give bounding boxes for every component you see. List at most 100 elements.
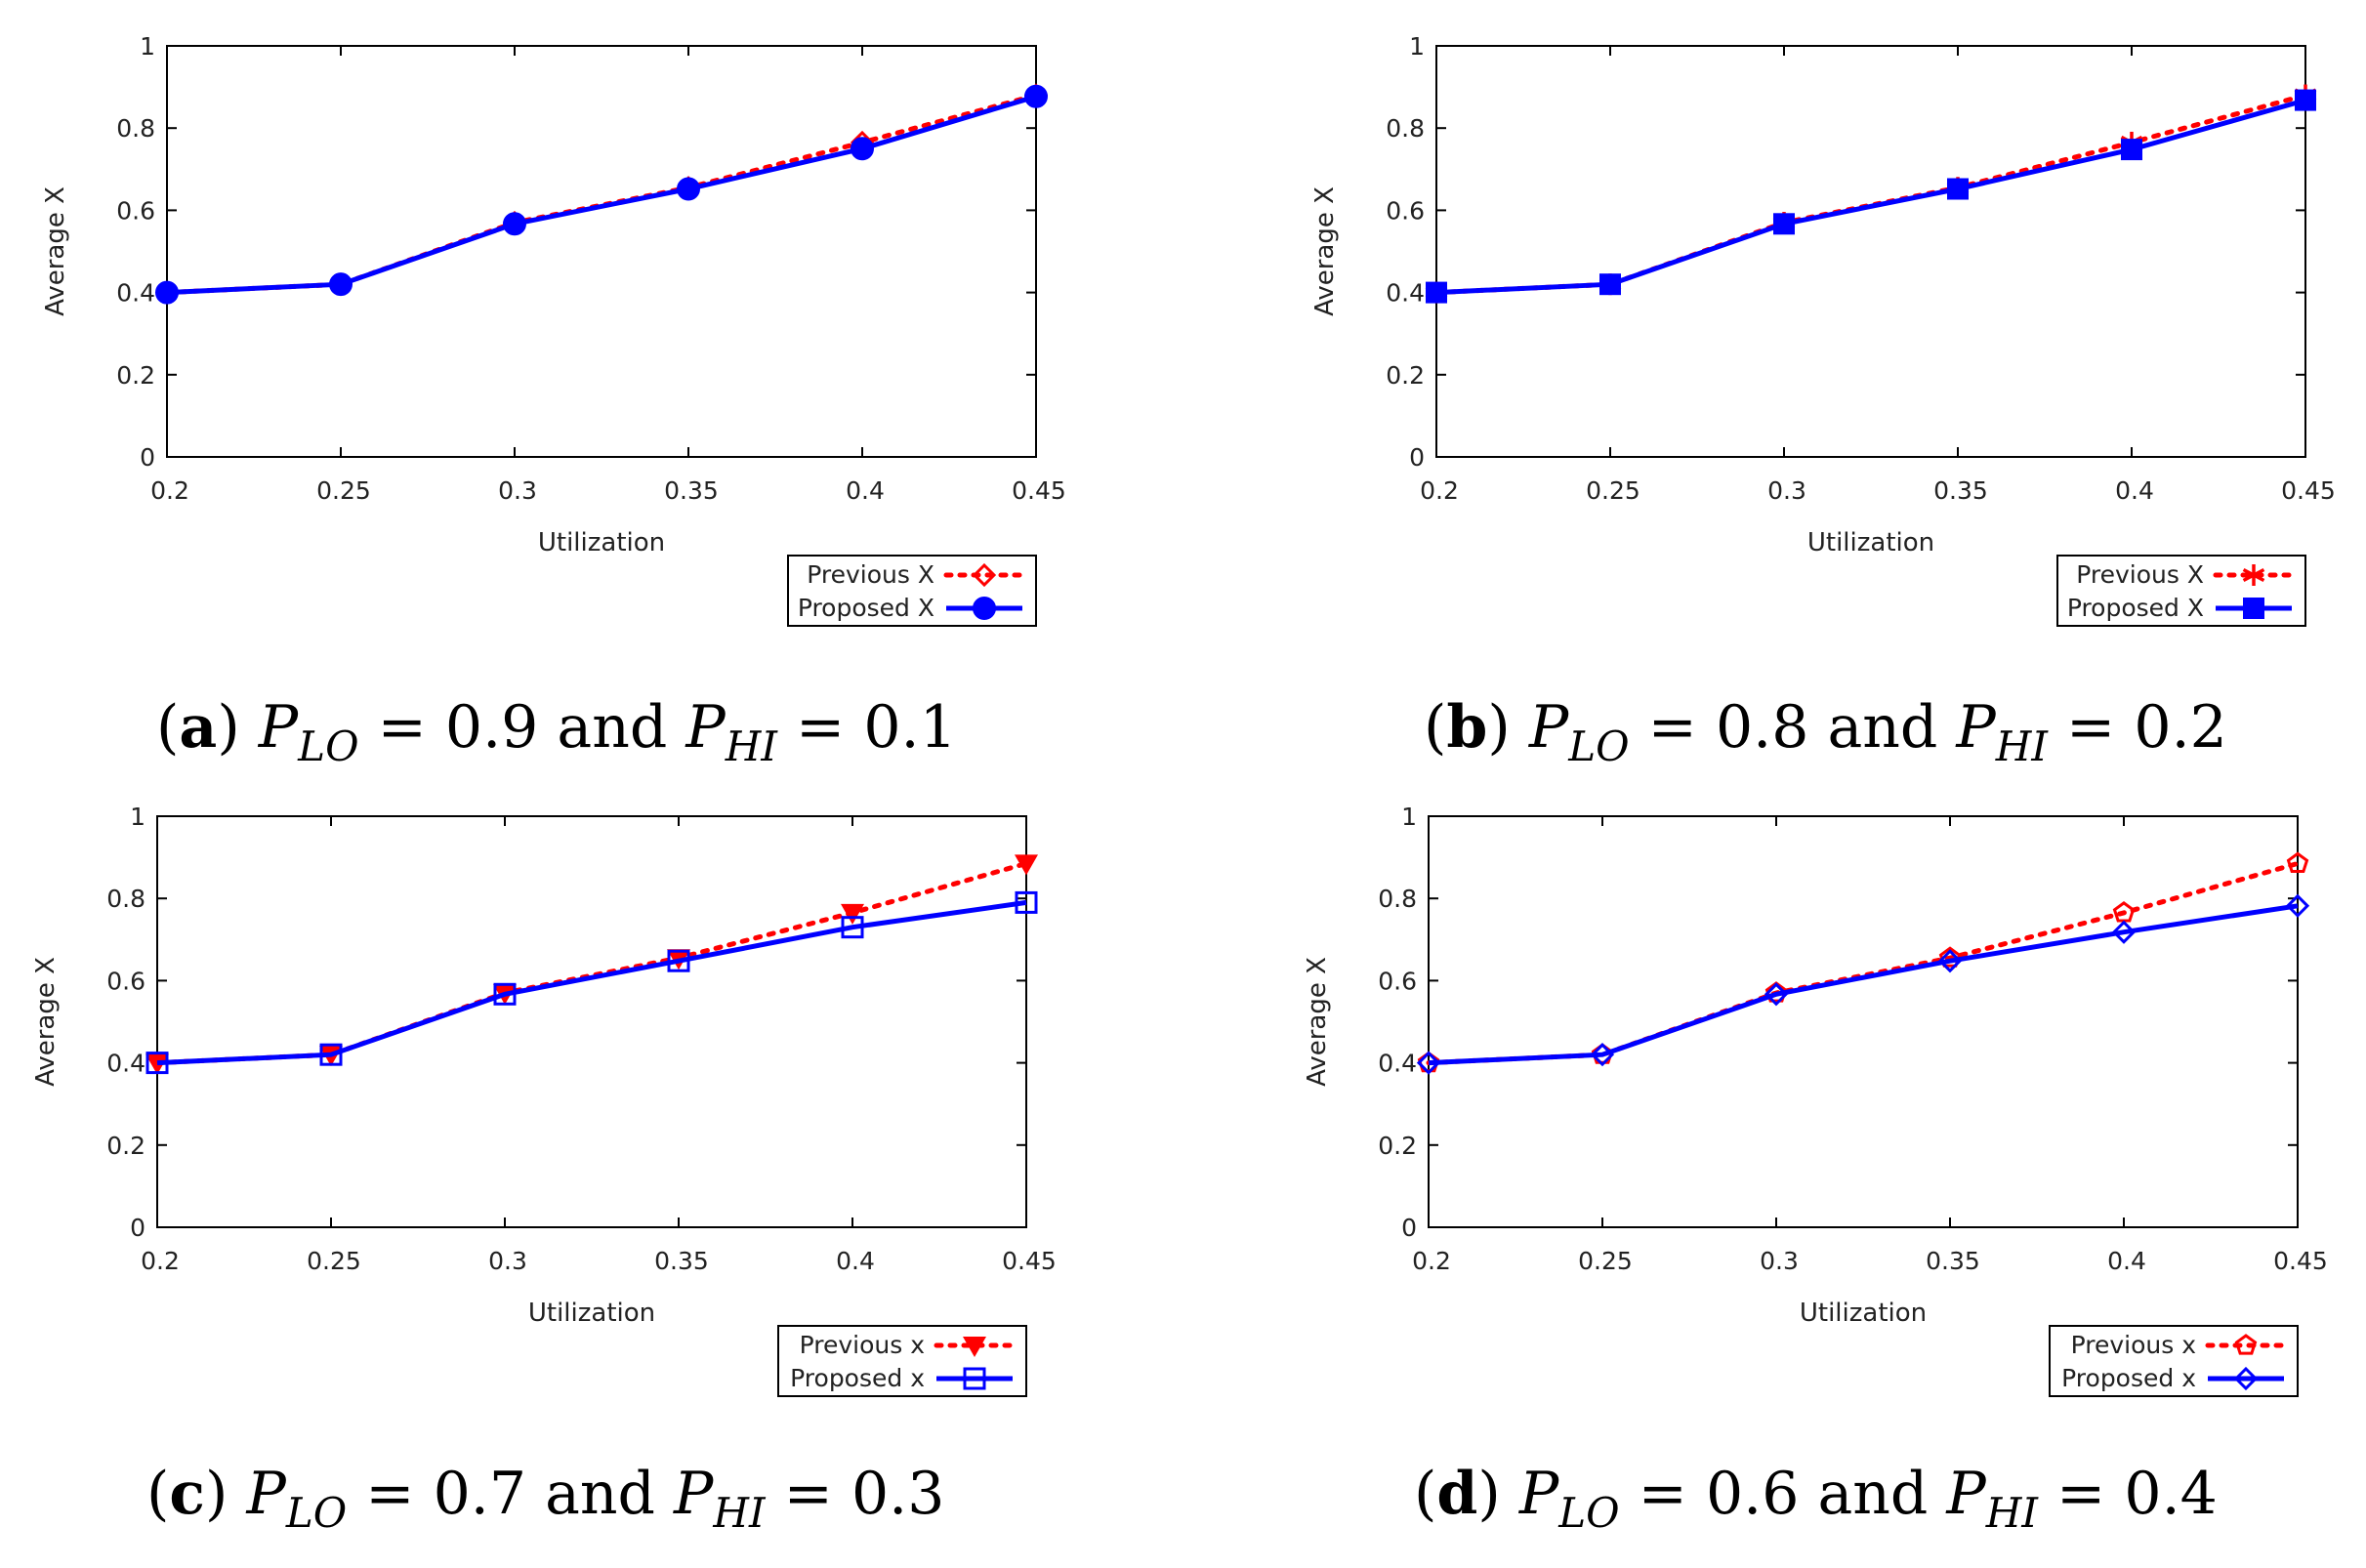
y-tick-label: 0.6	[106, 967, 145, 995]
caption-symbol: P	[1945, 1460, 1987, 1528]
caption-and: and	[1808, 693, 1956, 762]
x-tick-label: 0.25	[307, 1247, 361, 1275]
caption-label: d	[1436, 1460, 1477, 1528]
caption-symbol: P	[1518, 1460, 1560, 1528]
legend: Previous x Proposed x	[2049, 1325, 2299, 1397]
data-point-proposed	[1015, 890, 1038, 914]
y-tick-label: 0.8	[116, 114, 155, 143]
legend-box	[2049, 1325, 2299, 1397]
x-tick-label: 0.2	[1412, 1247, 1451, 1275]
data-point-proposed	[329, 272, 353, 297]
legend-label: Proposed X	[2067, 594, 2204, 622]
caption-symbol: P	[1528, 693, 1570, 762]
panel-caption: (d) PLO = 0.6 and PHI = 0.4	[1414, 1460, 2218, 1537]
x-axis-title: Utilization	[538, 528, 665, 557]
x-tick-label: 0.3	[488, 1247, 527, 1275]
data-point-proposed	[503, 212, 526, 236]
caption-equals: =	[359, 693, 445, 762]
panel-caption: (c) PLO = 0.7 and PHI = 0.3	[146, 1460, 944, 1537]
plot-frame	[1428, 815, 2299, 1228]
caption-p-lo-value: 0.7	[434, 1460, 526, 1528]
legend-label: Previous X	[807, 560, 934, 589]
series-line-previous	[1426, 860, 2301, 1066]
plot-frame	[166, 45, 1037, 458]
y-tick-label: 0.8	[1386, 114, 1425, 143]
y-tick-label: 0.6	[116, 196, 155, 225]
legend-label: Proposed x	[790, 1364, 925, 1392]
legend-label: Previous x	[800, 1331, 925, 1359]
y-axis-title: Average X	[1303, 957, 1332, 1087]
y-tick-label: 0.2	[116, 361, 155, 390]
data-point-proposed	[2111, 920, 2137, 944]
x-tick-label: 0.2	[150, 476, 189, 505]
data-point-proposed	[1764, 982, 1789, 1007]
x-tick-label: 0.4	[846, 476, 885, 505]
x-tick-label: 0.45	[2281, 476, 2336, 505]
x-tick-label: 0.35	[654, 1247, 709, 1275]
x-tick-label: 0.3	[498, 476, 537, 505]
caption-equals: =	[347, 1460, 433, 1528]
caption-subscript: LO	[297, 722, 358, 770]
data-point-previous	[1938, 946, 1962, 968]
data-point-previous	[2286, 851, 2309, 873]
y-tick-label: 1	[140, 32, 155, 61]
legend-marker	[972, 562, 997, 588]
chart-panel-c: 0 0.2 0.4 0.6 0.8 1 0.2 0.25 0.3 0.35 0.4 0.45 Utili…	[31, 803, 1057, 1537]
caption-symbol: P	[258, 693, 300, 762]
data-point-previous	[1015, 854, 1038, 876]
data-point-proposed	[2121, 139, 2142, 161]
y-tick-label: 0.6	[1378, 967, 1417, 995]
x-tick-label: 0.45	[1002, 1247, 1057, 1275]
x-tick-label: 0.35	[664, 476, 719, 505]
caption-and: and	[1799, 1460, 1946, 1528]
y-tick-label: 0.4	[1386, 279, 1425, 308]
y-axis-title: Average X	[41, 186, 70, 316]
caption-paren: (	[156, 693, 179, 762]
data-point-proposed	[1937, 949, 1963, 973]
x-tick-label: 0.35	[1926, 1247, 1980, 1275]
data-point-proposed	[1590, 1043, 1615, 1067]
caption-p-lo-value: 0.9	[445, 693, 538, 762]
caption-and: and	[526, 1460, 674, 1528]
legend-marker	[2243, 598, 2264, 619]
data-point-proposed	[319, 1043, 343, 1066]
panel-caption: (a) PLO = 0.9 and PHI = 0.1	[156, 693, 957, 770]
caption-equals: =	[1620, 1460, 1706, 1528]
y-tick-label: 0.8	[106, 885, 145, 913]
data-point-proposed	[493, 982, 517, 1006]
y-tick-label: 0.4	[116, 279, 155, 308]
series-line-proposed	[1435, 98, 2306, 296]
legend-marker	[2234, 1334, 2258, 1355]
data-point-proposed	[155, 280, 179, 305]
caption-p-lo-value: 0.8	[1716, 693, 1808, 762]
legend-box	[787, 555, 1037, 627]
data-point-proposed	[1416, 1051, 1441, 1075]
caption-label: a	[179, 693, 217, 762]
y-tick-label: 0	[140, 443, 155, 472]
y-tick-label: 0.6	[1386, 196, 1425, 225]
legend-marker	[973, 597, 996, 620]
plot-frame	[1435, 45, 2306, 458]
legend-label: Proposed X	[798, 594, 934, 622]
legend-marker	[963, 1367, 986, 1390]
legend-marker	[2233, 1366, 2259, 1391]
legend-marker	[2242, 564, 2265, 586]
caption-paren: )	[1487, 693, 1528, 762]
x-axis-title: Utilization	[1807, 528, 1934, 557]
x-tick-label: 0.25	[1586, 476, 1640, 505]
caption-paren: )	[205, 1460, 246, 1528]
legend: Previous X Proposed X	[787, 555, 1037, 627]
series-line-proposed	[156, 899, 1027, 1066]
y-axis-title: Average X	[1310, 186, 1340, 316]
series-line-previous	[164, 93, 1039, 296]
caption-p-hi-value: 0.1	[863, 693, 956, 762]
caption-label: b	[1446, 693, 1487, 762]
x-tick-label: 0.3	[1767, 476, 1806, 505]
caption-equals: =	[1630, 693, 1716, 762]
y-tick-label: 0	[1409, 443, 1425, 472]
legend: Previous x Proposed x	[777, 1325, 1027, 1397]
legend: Previous X Proposed X	[2056, 555, 2306, 627]
caption-paren: (	[146, 1460, 169, 1528]
x-tick-label: 0.45	[2273, 1247, 2328, 1275]
y-tick-label: 0	[1401, 1214, 1417, 1242]
